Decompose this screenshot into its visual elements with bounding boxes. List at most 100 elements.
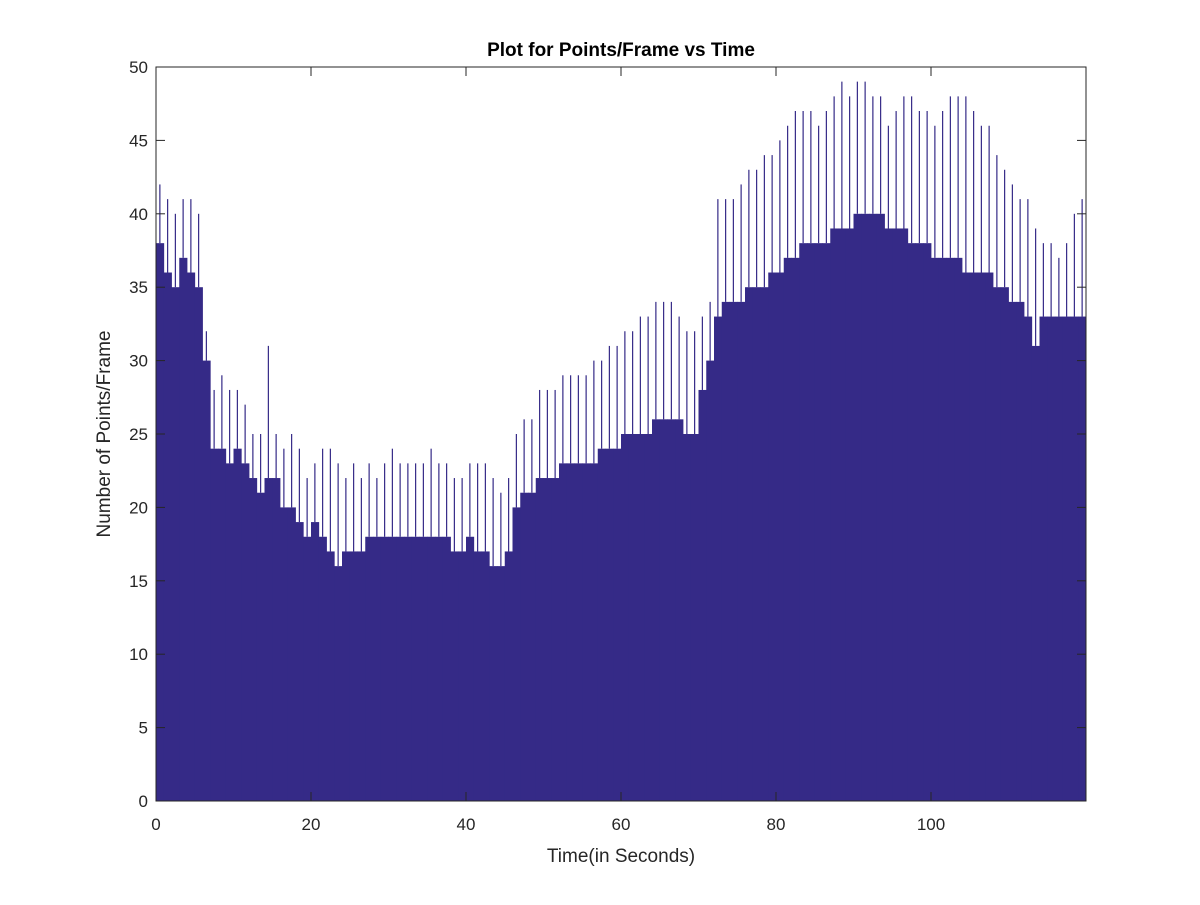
- bar: [1000, 287, 1009, 801]
- bar: [365, 536, 374, 801]
- bar: [450, 551, 459, 801]
- bar: [179, 257, 188, 802]
- bar: [264, 478, 273, 801]
- bar: [985, 272, 994, 801]
- bar: [807, 243, 816, 801]
- y-tick-label: 35: [129, 278, 148, 297]
- bar: [613, 448, 622, 801]
- bar: [373, 536, 382, 801]
- bar: [923, 243, 932, 801]
- bar: [342, 551, 351, 801]
- y-tick-label: 0: [139, 792, 148, 811]
- bar: [768, 272, 777, 801]
- bar: [303, 536, 312, 801]
- bar: [1008, 301, 1017, 801]
- bar: [520, 492, 529, 801]
- y-axis-title: Number of Points/Frame: [94, 331, 115, 538]
- bar: [357, 551, 366, 801]
- bar: [566, 463, 575, 801]
- bar: [287, 507, 296, 801]
- bar: [628, 434, 637, 801]
- bar: [621, 434, 630, 801]
- bar: [830, 228, 839, 802]
- bar: [915, 243, 924, 801]
- bar: [256, 492, 265, 801]
- bar: [977, 272, 986, 801]
- bar: [675, 419, 684, 801]
- bar: [644, 434, 653, 801]
- x-axis-title: Time(in Seconds): [547, 846, 695, 867]
- bar: [311, 522, 320, 801]
- y-tick-label: 50: [129, 58, 148, 77]
- y-tick-label: 15: [129, 572, 148, 591]
- bar: [427, 536, 436, 801]
- bar: [590, 463, 599, 801]
- bar: [1078, 316, 1087, 801]
- bar: [396, 536, 405, 801]
- bar: [745, 287, 754, 801]
- bar: [156, 243, 165, 801]
- bar: [574, 463, 583, 801]
- bar: [187, 272, 196, 801]
- bar: [318, 536, 327, 801]
- bar: [721, 301, 730, 801]
- bar: [938, 257, 947, 802]
- bar: [783, 257, 792, 802]
- bar: [388, 536, 397, 801]
- bar: [690, 434, 699, 801]
- bar: [907, 243, 916, 801]
- bar: [853, 213, 862, 802]
- bar: [892, 228, 901, 802]
- x-tick-label: 100: [917, 815, 945, 834]
- bar: [202, 360, 211, 801]
- bar: [605, 448, 614, 801]
- bar: [954, 257, 963, 802]
- bar: [814, 243, 823, 801]
- bar: [667, 419, 676, 801]
- bar: [884, 228, 893, 802]
- bar: [636, 434, 645, 801]
- y-tick-label: 45: [129, 131, 148, 150]
- bar: [776, 272, 785, 801]
- bar: [652, 419, 661, 801]
- bar: [861, 213, 870, 802]
- y-tick-label: 25: [129, 425, 148, 444]
- x-tick-label: 40: [457, 815, 476, 834]
- bar: [489, 566, 498, 801]
- bar: [714, 316, 723, 801]
- bar: [845, 228, 854, 802]
- bar: [435, 536, 444, 801]
- bars-layer: [156, 81, 1087, 802]
- bar: [1024, 316, 1033, 801]
- bar: [210, 448, 219, 801]
- y-tick-label: 20: [129, 498, 148, 517]
- bar: [791, 257, 800, 802]
- bar: [419, 536, 428, 801]
- bar: [1062, 316, 1071, 801]
- bar: [659, 419, 668, 801]
- bar: [869, 213, 878, 802]
- bar: [171, 287, 180, 801]
- ticks-layer: 0 20 40 60 80 100 0 5 10 15 20 25 30 35 40 45 50: [129, 58, 1086, 834]
- bar: [512, 507, 521, 801]
- bar: [334, 566, 343, 801]
- bar: [411, 536, 420, 801]
- bar: [1039, 316, 1048, 801]
- bar: [900, 228, 909, 802]
- bar: [597, 448, 606, 801]
- bar: [729, 301, 738, 801]
- bar: [249, 478, 258, 801]
- bar: [962, 272, 971, 801]
- bar: [504, 551, 513, 801]
- bar: [1070, 316, 1079, 801]
- x-tick-label: 0: [151, 815, 160, 834]
- bar: [582, 463, 591, 801]
- bar: [497, 566, 506, 801]
- bar: [404, 536, 413, 801]
- bar: [737, 301, 746, 801]
- bar: [163, 272, 172, 801]
- bar: [272, 478, 281, 801]
- bar: [559, 463, 568, 801]
- x-tick-label: 80: [767, 815, 786, 834]
